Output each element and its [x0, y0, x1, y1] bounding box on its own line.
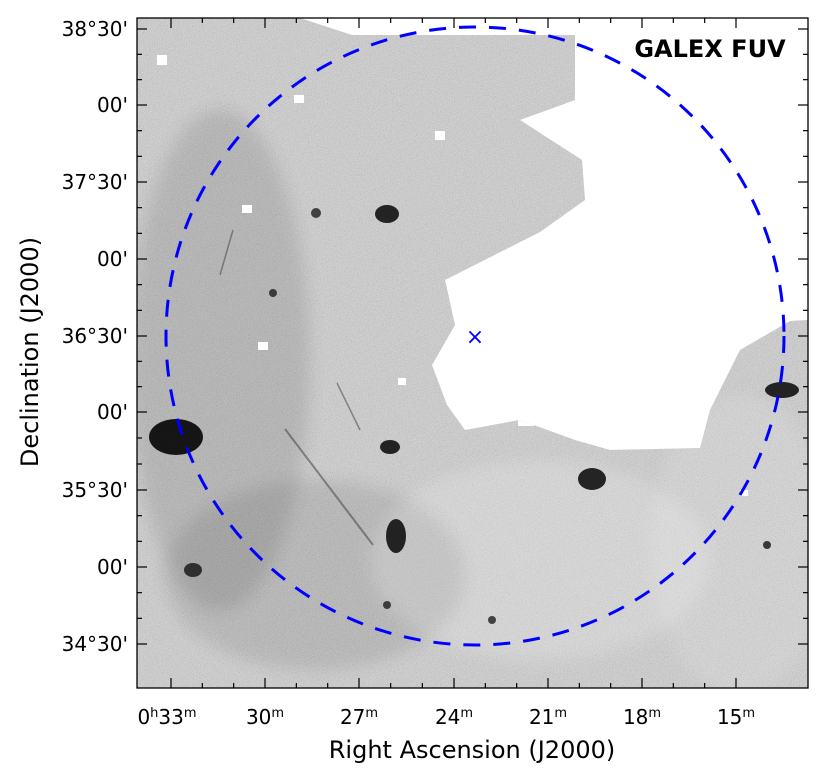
y-tick-label: 00'	[97, 93, 128, 117]
masked-pixels	[157, 55, 748, 496]
x-tick-label: 18m	[623, 705, 661, 729]
y-tick-label: 38°30'	[62, 17, 128, 41]
y-tick-label: 00'	[97, 247, 128, 271]
overlay-layer: × GALEX FUV	[164, 25, 786, 647]
x-tick-label: 15m	[717, 705, 755, 729]
x-tick-minutes: 33	[158, 705, 183, 729]
x-tick-minutes: 15	[717, 705, 742, 729]
x-tick-minute-unit: m	[271, 706, 284, 721]
survey-label: GALEX FUV	[634, 35, 786, 63]
x-axis-title: Right Ascension (J2000)	[329, 736, 616, 764]
x-tick-label: 0h33m	[137, 705, 196, 729]
y-tick-label: 34°30'	[62, 632, 128, 656]
axis-labels: 0h33m 30m 27m 24m 21m 18m 15m38°30'00'37°30'00…	[62, 17, 755, 729]
x-tick-minute-unit: m	[648, 706, 661, 721]
axis-ticks	[137, 18, 808, 688]
x-tick-minute-unit: m	[184, 706, 197, 721]
x-tick-hour-unit: h	[150, 706, 158, 721]
x-tick-minutes: 18	[623, 705, 648, 729]
x-tick-label: 30m	[246, 705, 284, 729]
y-tick-label: 00'	[97, 555, 128, 579]
x-tick-minutes: 27	[340, 705, 365, 729]
x-tick-minutes: 24	[435, 705, 460, 729]
x-tick-minute-unit: m	[460, 706, 473, 721]
y-tick-label: 35°30'	[62, 478, 128, 502]
x-tick-minute-unit: m	[742, 706, 755, 721]
x-tick-hours: 0	[137, 705, 150, 729]
bright-sources	[149, 205, 799, 624]
x-tick-minute-unit: m	[554, 706, 567, 721]
y-tick-label: 37°30'	[62, 170, 128, 194]
y-tick-label: 36°30'	[62, 324, 128, 348]
x-tick-label: 27m	[340, 705, 378, 729]
faint-streaks	[219, 229, 374, 546]
dashed-field-boundary	[164, 25, 786, 647]
x-tick-minute-unit: m	[365, 706, 378, 721]
x-tick-label: 24m	[435, 705, 473, 729]
y-axis-title: Declination (J2000)	[16, 237, 44, 467]
center-cross-marker: ×	[466, 325, 484, 350]
x-tick-label: 21m	[529, 705, 567, 729]
plot-frame	[136, 17, 809, 689]
x-tick-minutes: 21	[529, 705, 554, 729]
x-tick-minutes: 30	[246, 705, 271, 729]
y-tick-label: 00'	[97, 400, 128, 424]
